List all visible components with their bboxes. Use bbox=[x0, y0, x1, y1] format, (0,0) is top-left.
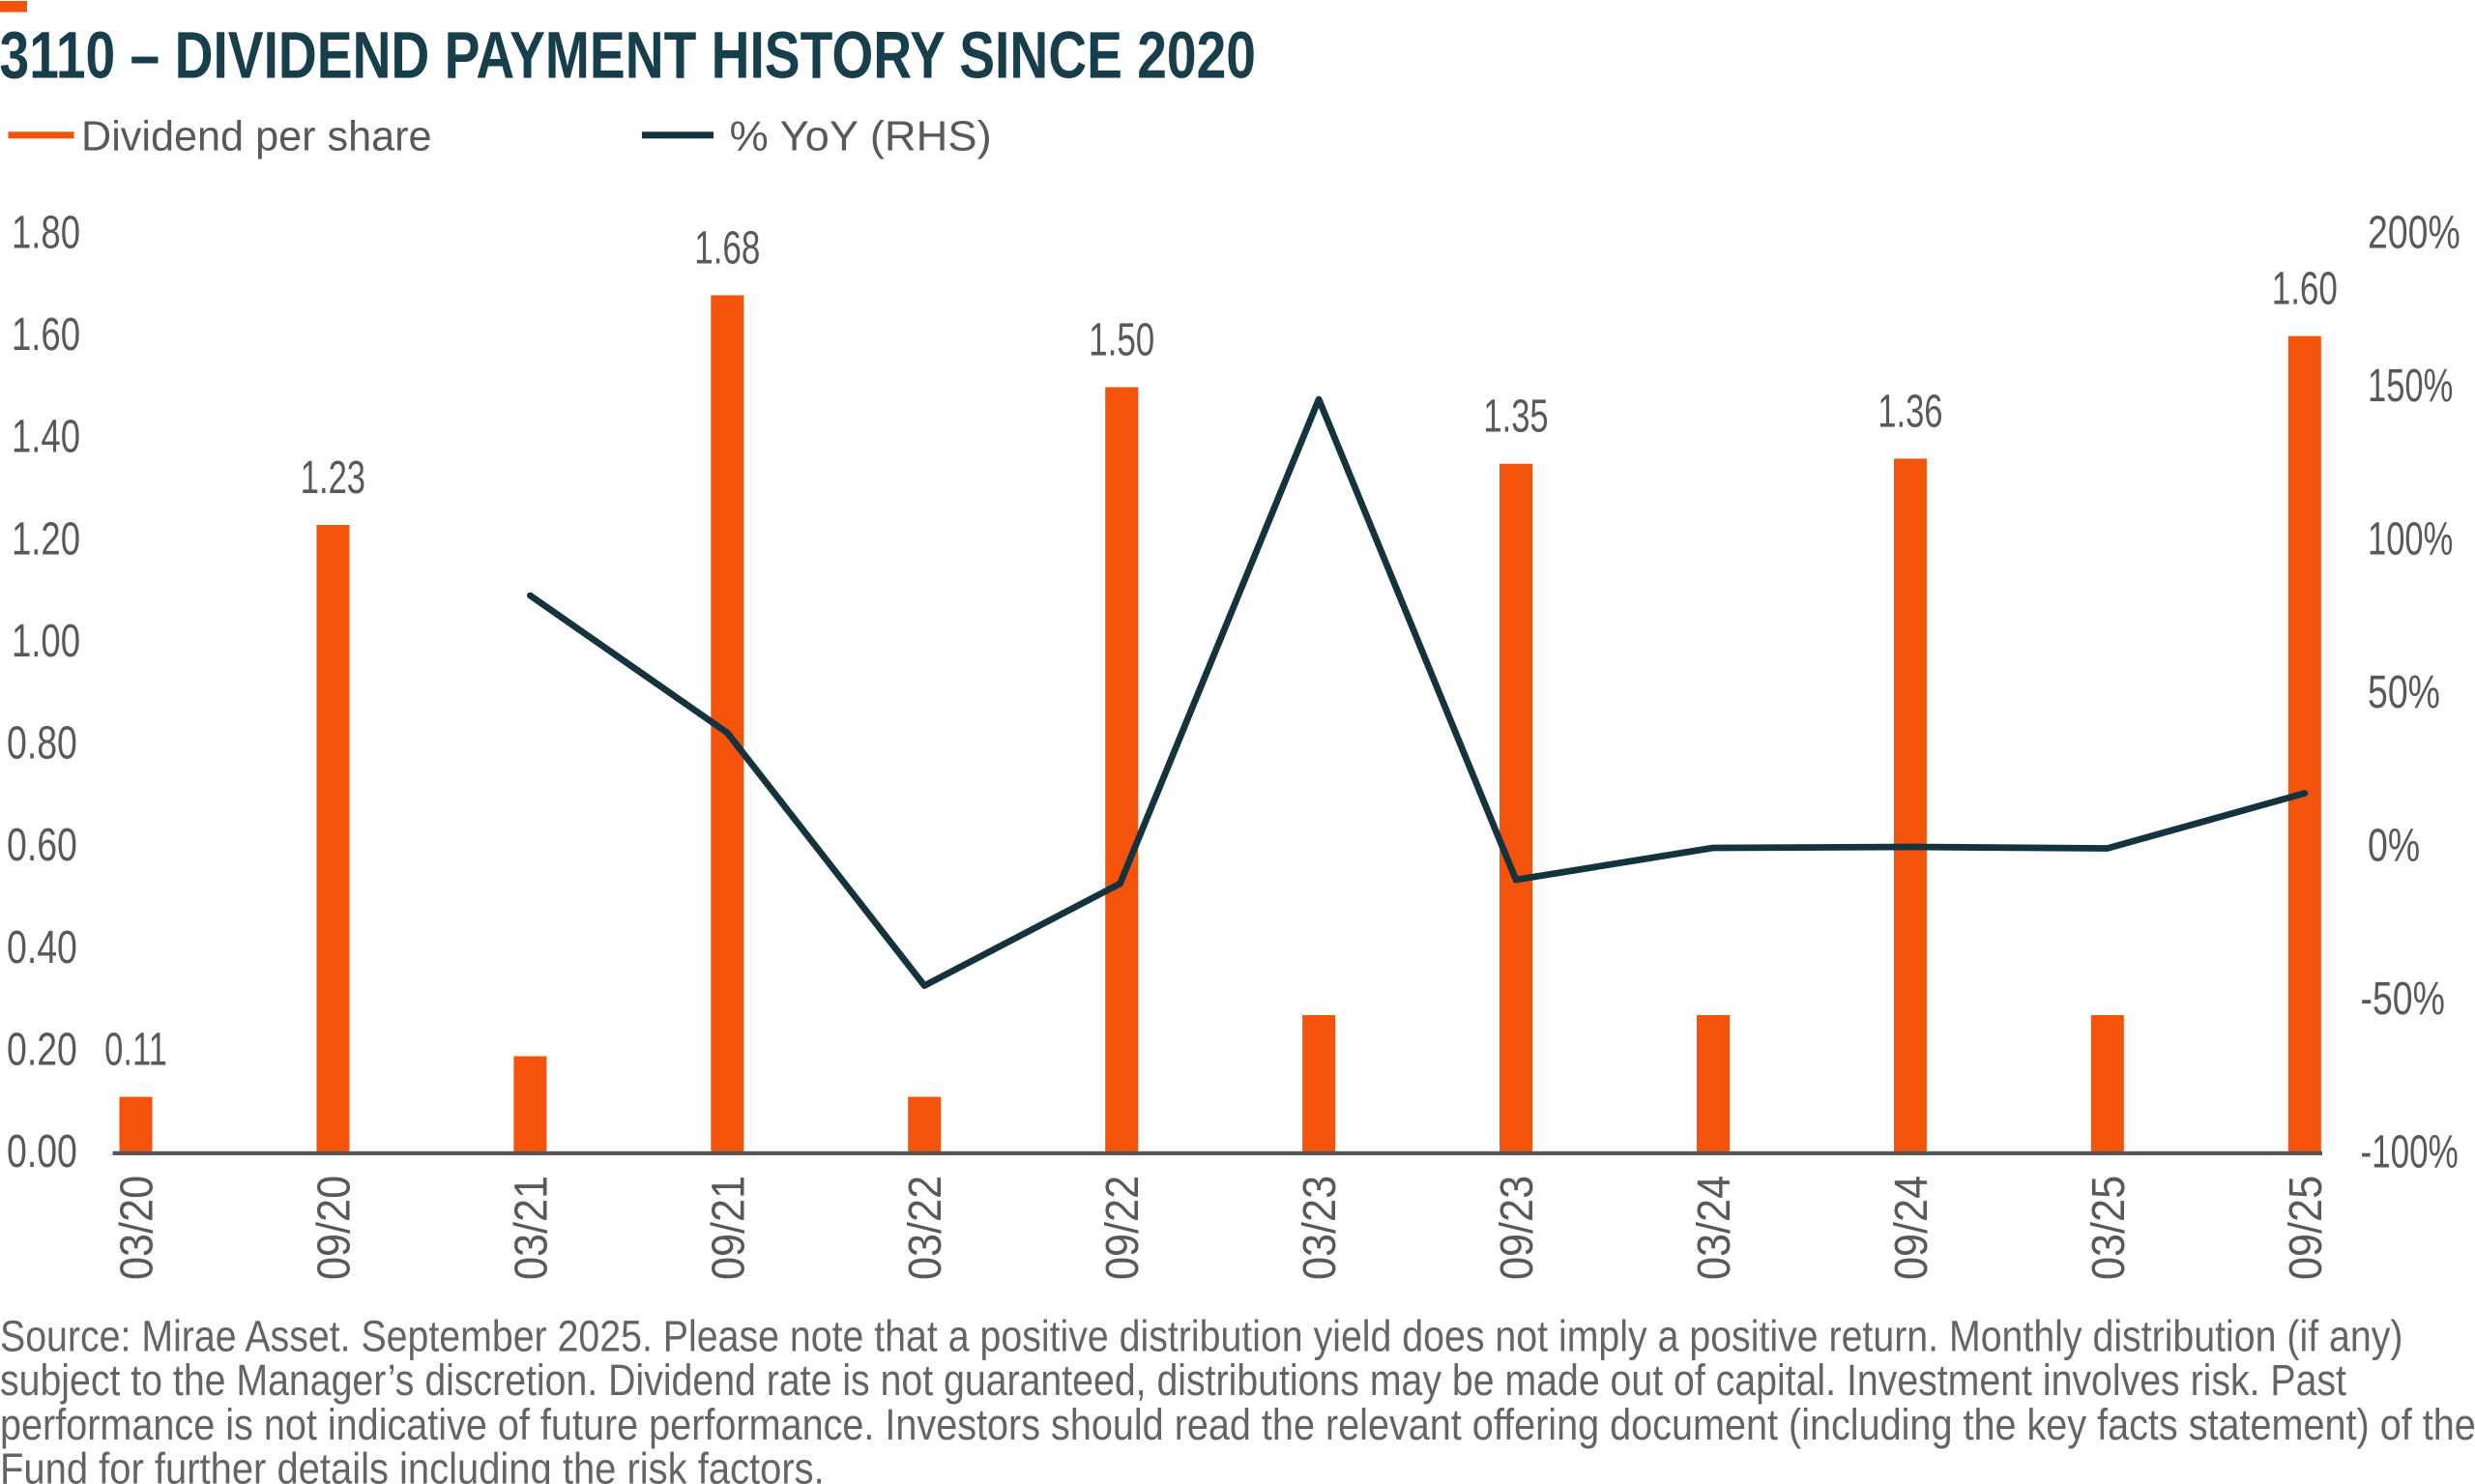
svg-text:100%: 100% bbox=[2368, 512, 2453, 565]
svg-text:09/24: 09/24 bbox=[1885, 1176, 1937, 1280]
svg-text:03/23: 03/23 bbox=[1294, 1176, 1346, 1280]
svg-text:0%: 0% bbox=[2368, 820, 2420, 872]
svg-text:09/23: 09/23 bbox=[1491, 1176, 1543, 1280]
svg-text:03/22: 03/22 bbox=[899, 1176, 951, 1280]
svg-text:Source: Mirae Asset. September: Source: Mirae Asset. September 2025. Ple… bbox=[0, 1312, 2402, 1360]
svg-text:-50%: -50% bbox=[2361, 974, 2445, 1026]
svg-text:0.20: 0.20 bbox=[7, 1024, 77, 1076]
svg-text:1.80: 1.80 bbox=[12, 207, 80, 259]
svg-text:1.20: 1.20 bbox=[12, 513, 80, 566]
svg-text:0.80: 0.80 bbox=[7, 717, 77, 770]
svg-text:1.60: 1.60 bbox=[2272, 262, 2338, 314]
svg-text:0.00: 0.00 bbox=[7, 1126, 77, 1178]
svg-text:1.36: 1.36 bbox=[1878, 385, 1942, 437]
svg-text:09/21: 09/21 bbox=[702, 1176, 754, 1280]
svg-text:150%: 150% bbox=[2368, 359, 2453, 411]
svg-text:200%: 200% bbox=[2368, 207, 2460, 259]
svg-text:03/25: 03/25 bbox=[2082, 1176, 2135, 1280]
svg-text:1.35: 1.35 bbox=[1483, 390, 1548, 442]
svg-text:1.68: 1.68 bbox=[694, 221, 760, 274]
svg-text:3110 – DIVIDEND PAYMENT HISTOR: 3110 – DIVIDEND PAYMENT HISTORY SINCE 20… bbox=[0, 18, 1256, 93]
svg-text:% YoY (RHS): % YoY (RHS) bbox=[730, 113, 992, 160]
svg-text:0.60: 0.60 bbox=[7, 820, 77, 872]
svg-text:09/20: 09/20 bbox=[307, 1176, 360, 1280]
svg-text:1.23: 1.23 bbox=[301, 451, 365, 503]
svg-text:-100%: -100% bbox=[2361, 1125, 2459, 1178]
svg-text:1.50: 1.50 bbox=[1089, 313, 1154, 365]
svg-text:03/21: 03/21 bbox=[505, 1176, 557, 1280]
svg-text:0.40: 0.40 bbox=[7, 921, 77, 974]
svg-text:1.40: 1.40 bbox=[12, 411, 80, 463]
svg-text:09/22: 09/22 bbox=[1096, 1176, 1149, 1280]
svg-text:1.00: 1.00 bbox=[12, 615, 80, 667]
svg-text:Fund for further details inclu: Fund for further details including the r… bbox=[0, 1445, 825, 1484]
svg-text:Dividend per share: Dividend per share bbox=[81, 113, 432, 160]
svg-text:0.11: 0.11 bbox=[104, 1023, 167, 1075]
svg-text:1.60: 1.60 bbox=[12, 308, 80, 361]
svg-text:09/25: 09/25 bbox=[2280, 1176, 2332, 1280]
svg-text:50%: 50% bbox=[2368, 667, 2440, 719]
svg-text:03/24: 03/24 bbox=[1688, 1176, 1740, 1280]
svg-text:03/20: 03/20 bbox=[110, 1176, 162, 1280]
svg-text:performance is not indicative: performance is not indicative of future … bbox=[0, 1401, 2475, 1449]
svg-text:subject to the Manager’s discr: subject to the Manager’s discretion. Div… bbox=[0, 1356, 2346, 1405]
